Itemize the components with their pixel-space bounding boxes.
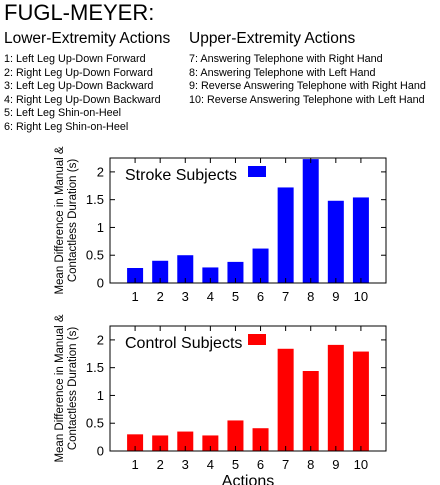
x-axis-label: Actions — [222, 473, 274, 485]
y-tick-label: 1 — [97, 388, 104, 403]
bar-1-10 — [352, 197, 369, 283]
bar-1-8 — [302, 159, 319, 283]
y-tick-label: 2 — [97, 332, 104, 347]
list-item: 2: Right Leg Up-Down Forward — [4, 66, 153, 79]
list-item: 5: Left Leg Shin-on-Heel — [4, 107, 122, 119]
bar-2-6 — [252, 428, 269, 451]
bar-1-6 — [252, 248, 269, 283]
x-tick-label: 2 — [157, 289, 164, 304]
bar-2-2 — [152, 435, 169, 451]
x-tick-label: 7 — [282, 289, 289, 304]
x-tick-label: 9 — [332, 457, 339, 472]
list-item: 9: Reverse Answering Telephone with Righ… — [189, 80, 426, 92]
list-item: 4: Right Leg Up-Down Backward — [4, 93, 161, 106]
bar-1-7 — [277, 187, 294, 283]
x-tick-label: 4 — [207, 289, 214, 304]
bar-2-3 — [177, 431, 194, 451]
x-tick-label: 9 — [332, 289, 339, 304]
bar-1-9 — [327, 200, 344, 283]
x-tick-label: 10 — [354, 289, 368, 304]
x-tick-label: 3 — [182, 289, 189, 304]
bar-2-9 — [327, 344, 344, 451]
x-tick-label: 4 — [207, 457, 214, 472]
legend-label: Stroke Subjects — [125, 167, 237, 184]
x-tick-label: 1 — [131, 457, 138, 472]
bar-2-10 — [352, 351, 369, 451]
bar-1-4 — [202, 267, 219, 283]
x-tick-label: 5 — [232, 457, 239, 472]
x-tick-label: 2 — [157, 457, 164, 472]
bar-2-4 — [202, 435, 219, 451]
y-axis-label: Mean Difference in Manual &Contactless D… — [54, 314, 79, 462]
plot-frame — [109, 325, 387, 452]
y-tick-label: 1.5 — [86, 192, 104, 207]
y-axis-label-line: Contactless Duration (s) — [67, 159, 79, 283]
legend-swatch — [248, 334, 266, 345]
upper-extremity-action-list: 7: Answering Telephone with Right Hand 8… — [189, 53, 426, 107]
y-axis-label-line: Mean Difference in Manual & — [54, 314, 66, 462]
x-tick-label: 10 — [354, 457, 368, 472]
y-tick-label: 0 — [97, 444, 104, 459]
lower-extremity-heading: Lower-Extremity Actions — [4, 30, 171, 47]
y-tick-label: 1.5 — [86, 360, 104, 375]
bar-1-5 — [227, 261, 244, 283]
legend-label: Control Subjects — [125, 335, 242, 352]
x-tick-label: 3 — [182, 457, 189, 472]
page-title: FUGL-MEYER: — [4, 0, 155, 25]
list-item: 7: Answering Telephone with Right Hand — [189, 53, 383, 65]
x-tick-label: 1 — [131, 289, 138, 304]
upper-extremity-heading: Upper-Extremity Actions — [189, 30, 356, 47]
x-tick-label: 6 — [257, 289, 264, 304]
y-tick-label: 0.5 — [86, 416, 104, 431]
bar-1-2 — [152, 260, 169, 283]
list-item: 10: Reverse Answering Telephone with Lef… — [189, 93, 425, 106]
y-axis-label-line: Contactless Duration (s) — [67, 327, 79, 451]
bar-2-1 — [127, 434, 144, 451]
list-item: 3: Left Leg Up-Down Backward — [4, 80, 154, 92]
x-tick-label: 7 — [282, 457, 289, 472]
y-axis-label: Mean Difference in Manual &Contactless D… — [54, 146, 79, 294]
plot-frame — [109, 157, 387, 284]
bar-2-7 — [277, 348, 294, 451]
list-item: 6: Right Leg Shin-on-Heel — [4, 120, 129, 133]
list-item: 8: Answering Telephone with Left Hand — [189, 66, 376, 79]
y-tick-label: 0.5 — [86, 248, 104, 263]
lower-extremity-action-list: 1: Left Leg Up-Down Forward 2: Right Leg… — [4, 53, 161, 134]
x-tick-label: 6 — [257, 457, 264, 472]
y-tick-label: 1 — [97, 220, 104, 235]
x-tick-label: 5 — [232, 289, 239, 304]
bar-1-1 — [127, 268, 144, 283]
y-tick-label: 2 — [97, 164, 104, 179]
bar-1-3 — [177, 255, 194, 283]
list-item: 1: Left Leg Up-Down Forward — [4, 53, 146, 65]
legend-swatch — [248, 166, 266, 177]
y-axis-label-line: Mean Difference in Manual & — [54, 146, 66, 294]
bar-2-8 — [302, 371, 319, 451]
x-tick-label: 8 — [307, 289, 314, 304]
x-tick-label: 8 — [307, 457, 314, 472]
bar-2-5 — [227, 420, 244, 451]
y-tick-label: 0 — [97, 276, 104, 291]
